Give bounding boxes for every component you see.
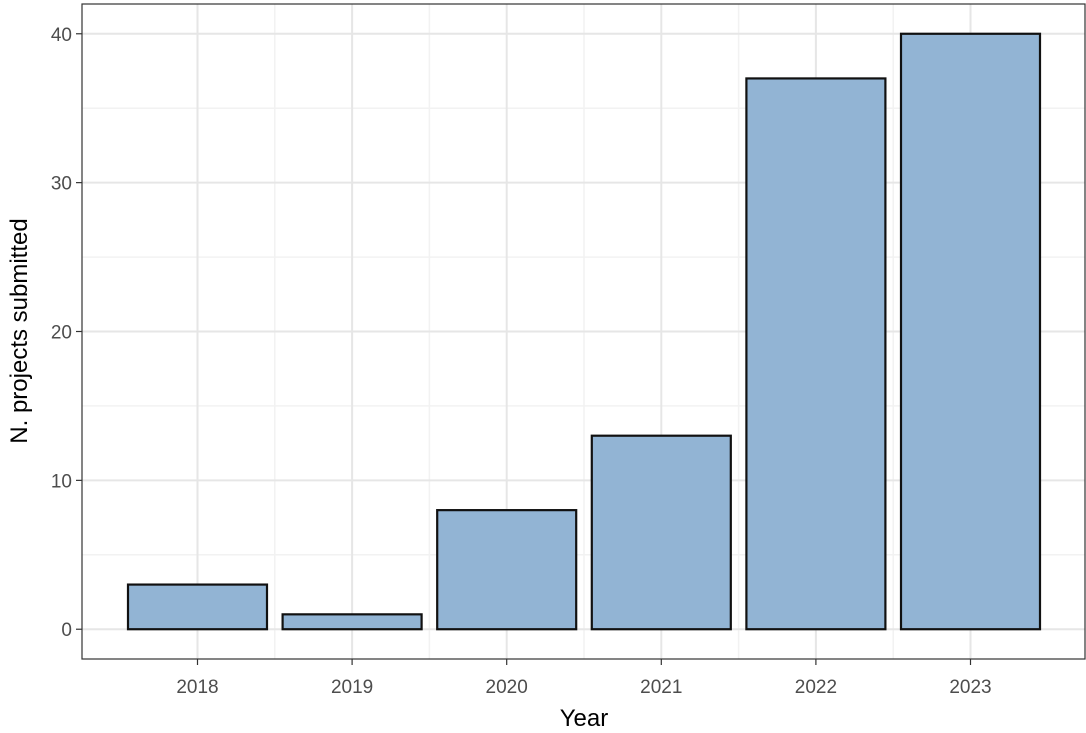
- bar-2022: [745, 77, 887, 631]
- x-tick-label: 2019: [331, 677, 373, 698]
- bar-2020: [436, 509, 578, 631]
- y-axis-title: N. projects submitted: [6, 218, 33, 443]
- y-tick-label: 0: [61, 620, 72, 641]
- x-tick-label: 2020: [486, 677, 528, 698]
- x-axis: 2018 2019 2020 2021 2022 2023: [176, 659, 992, 698]
- bar-2021: [590, 434, 732, 631]
- x-tick-label: 2018: [176, 677, 218, 698]
- bars: [126, 32, 1042, 631]
- y-tick-label: 30: [51, 174, 72, 195]
- bar-2019: [281, 613, 423, 631]
- bar-2023: [899, 32, 1042, 631]
- x-axis-title: Year: [560, 705, 609, 732]
- y-tick-label: 40: [51, 25, 72, 46]
- y-axis: 0 10 20 30 40: [51, 25, 82, 641]
- x-tick-label: 2022: [795, 677, 837, 698]
- x-tick-label: 2023: [949, 677, 991, 698]
- bar-2018: [126, 583, 269, 631]
- x-tick-label: 2021: [640, 677, 682, 698]
- y-tick-label: 10: [51, 471, 72, 492]
- y-tick-label: 20: [51, 323, 72, 344]
